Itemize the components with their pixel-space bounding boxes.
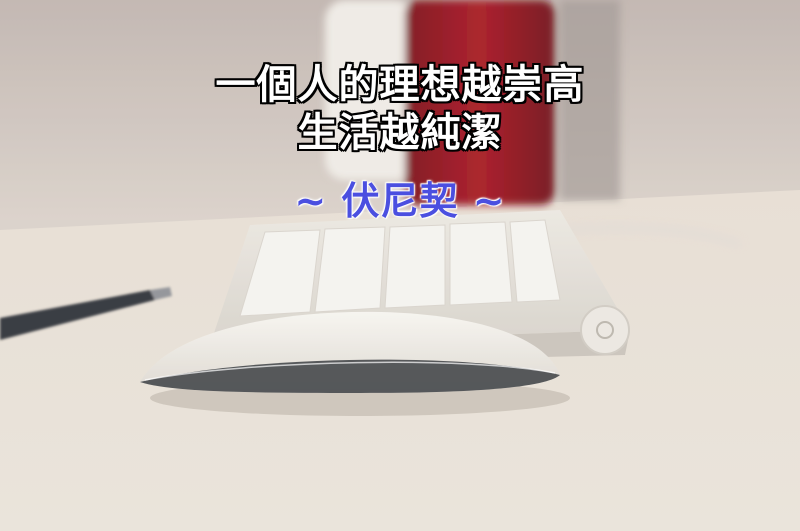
cable bbox=[559, 225, 742, 248]
mouse bbox=[140, 311, 560, 393]
white-mug bbox=[325, 0, 415, 180]
background-objects bbox=[325, 0, 742, 248]
glass bbox=[560, 0, 620, 200]
quote-author: ~ 伏尼契 ~ bbox=[294, 179, 506, 223]
pen bbox=[0, 287, 172, 340]
red-mug bbox=[405, 0, 555, 205]
quote-line-2: 生活越純潔 bbox=[297, 110, 503, 156]
quote-line-1: 一個人的理想越崇高 bbox=[215, 62, 585, 108]
